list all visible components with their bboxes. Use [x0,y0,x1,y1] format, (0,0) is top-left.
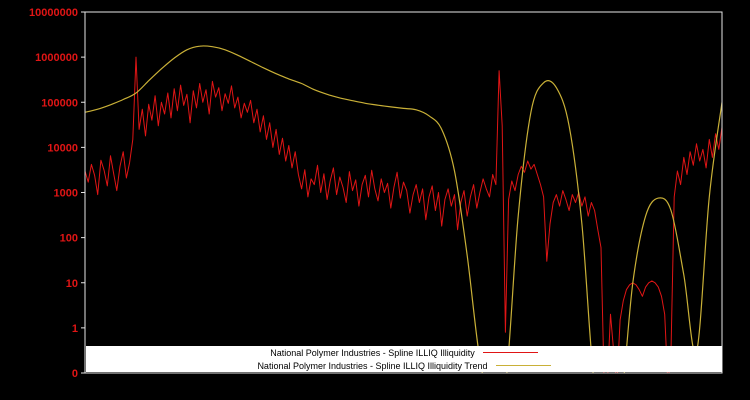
legend-line-sample-trend [495,364,551,367]
legend-label-trend: National Polymer Industries - Spline ILL… [257,360,488,371]
y-tick-label: 10000 [47,142,78,154]
y-tick-label: 10000000 [29,7,78,19]
y-tick-label: 1000 [54,188,78,200]
plot-border [84,11,723,374]
legend-label-illiquidity: National Polymer Industries - Spline ILL… [270,347,475,358]
y-tick-label: 1000000 [35,52,78,64]
y-tick-label: 10 [66,278,78,290]
illiquidity-line [85,56,722,373]
legend: National Polymer Industries - Spline ILL… [86,346,722,372]
y-tick-label: 0 [72,368,78,380]
legend-item-illiquidity: National Polymer Industries - Spline ILL… [86,346,722,359]
legend-line-sample-illiquidity [482,351,538,354]
legend-item-trend: National Polymer Industries - Spline ILL… [86,359,722,372]
y-tick-label: 100 [60,233,78,245]
y-tick-label: 1 [72,323,78,335]
y-tick-label: 100000 [41,97,78,109]
